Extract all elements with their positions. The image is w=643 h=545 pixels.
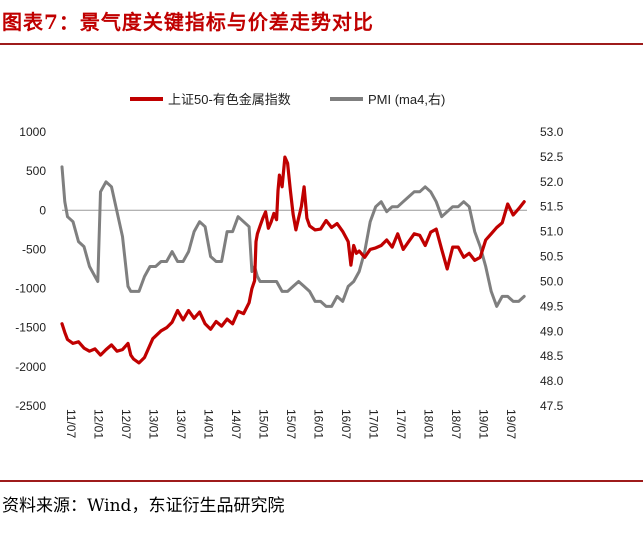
x-tick-label: 15/01 xyxy=(257,409,271,439)
x-tick-label: 14/01 xyxy=(202,409,216,439)
y-left-tick-label: -1500 xyxy=(15,321,46,335)
x-tick-label: 12/07 xyxy=(119,409,133,439)
x-tick-label: 18/07 xyxy=(449,409,463,439)
y-right-tick-label: 53.0 xyxy=(540,125,564,139)
series-line-spread xyxy=(60,155,526,365)
legend-item-spread-label: 上证50-有色金属指数 xyxy=(168,92,291,107)
y-left-tick-label: 500 xyxy=(26,164,46,178)
y-right-tick-label: 48.0 xyxy=(540,374,564,388)
series-line-pmi xyxy=(60,165,526,308)
x-tick-label: 17/01 xyxy=(367,409,381,439)
x-tick-label: 13/01 xyxy=(147,409,161,439)
source-rule xyxy=(0,480,643,482)
x-tick-label: 16/01 xyxy=(312,409,326,439)
x-tick-label: 17/07 xyxy=(394,409,408,439)
y-left-tick-label: -1000 xyxy=(15,282,46,296)
y-right-tick-label: 52.0 xyxy=(540,175,564,189)
y-right-tick-label: 47.5 xyxy=(540,399,564,413)
y-right-tick-label: 49.0 xyxy=(540,324,564,338)
x-tick-label: 14/07 xyxy=(229,409,243,439)
source-note: 资料来源：Wind，东证衍生品研究院 xyxy=(2,496,285,516)
y-right-tick-label: 48.5 xyxy=(540,349,564,363)
y-right-tick-label: 52.5 xyxy=(540,150,564,164)
series-layer xyxy=(60,155,526,365)
x-tick-label: 15/07 xyxy=(284,409,298,439)
x-tick-label: 18/01 xyxy=(422,409,436,439)
figure-title: 图表7：景气度关键指标与价差走势对比 xyxy=(2,10,374,34)
y-right-tick-label: 51.5 xyxy=(540,200,564,214)
x-tick-label: 13/07 xyxy=(174,409,188,439)
y-left-tick-label: -2000 xyxy=(15,360,46,374)
x-tick-label: 19/01 xyxy=(477,409,491,439)
y-left-tick-label: -500 xyxy=(22,242,46,256)
y-right-tick-label: 49.5 xyxy=(540,299,564,313)
y-left-tick-label: 1000 xyxy=(19,125,46,139)
x-axis-ticks: 11/07 12/01 12/07 13/01 13/07 14/01 14/07 15/01… xyxy=(64,409,518,439)
legend-item-pmi-label: PMI (ma4,右) xyxy=(368,92,445,107)
y-right-tick-label: 50.0 xyxy=(540,274,564,288)
y-right-tick-label: 50.5 xyxy=(540,250,564,264)
x-tick-label: 16/07 xyxy=(339,409,353,439)
x-tick-label: 12/01 xyxy=(92,409,106,439)
x-tick-label: 19/07 xyxy=(504,409,518,439)
legend: 上证50-有色金属指数 PMI (ma4,右) xyxy=(130,92,445,107)
y-left-tick-label: -2500 xyxy=(15,399,46,413)
x-tick-label: 11/07 xyxy=(64,409,78,438)
title-rule xyxy=(0,43,643,45)
left-axis-ticks: 1000 500 0 -500 -1000 -1500 -2000 -2500 xyxy=(15,125,46,413)
y-right-tick-label: 51.0 xyxy=(540,225,564,239)
y-left-tick-label: 0 xyxy=(39,203,46,217)
right-axis-ticks: 53.0 52.5 52.0 51.5 51.0 50.5 50.0 49.5 49.0 48.5… xyxy=(540,125,564,413)
